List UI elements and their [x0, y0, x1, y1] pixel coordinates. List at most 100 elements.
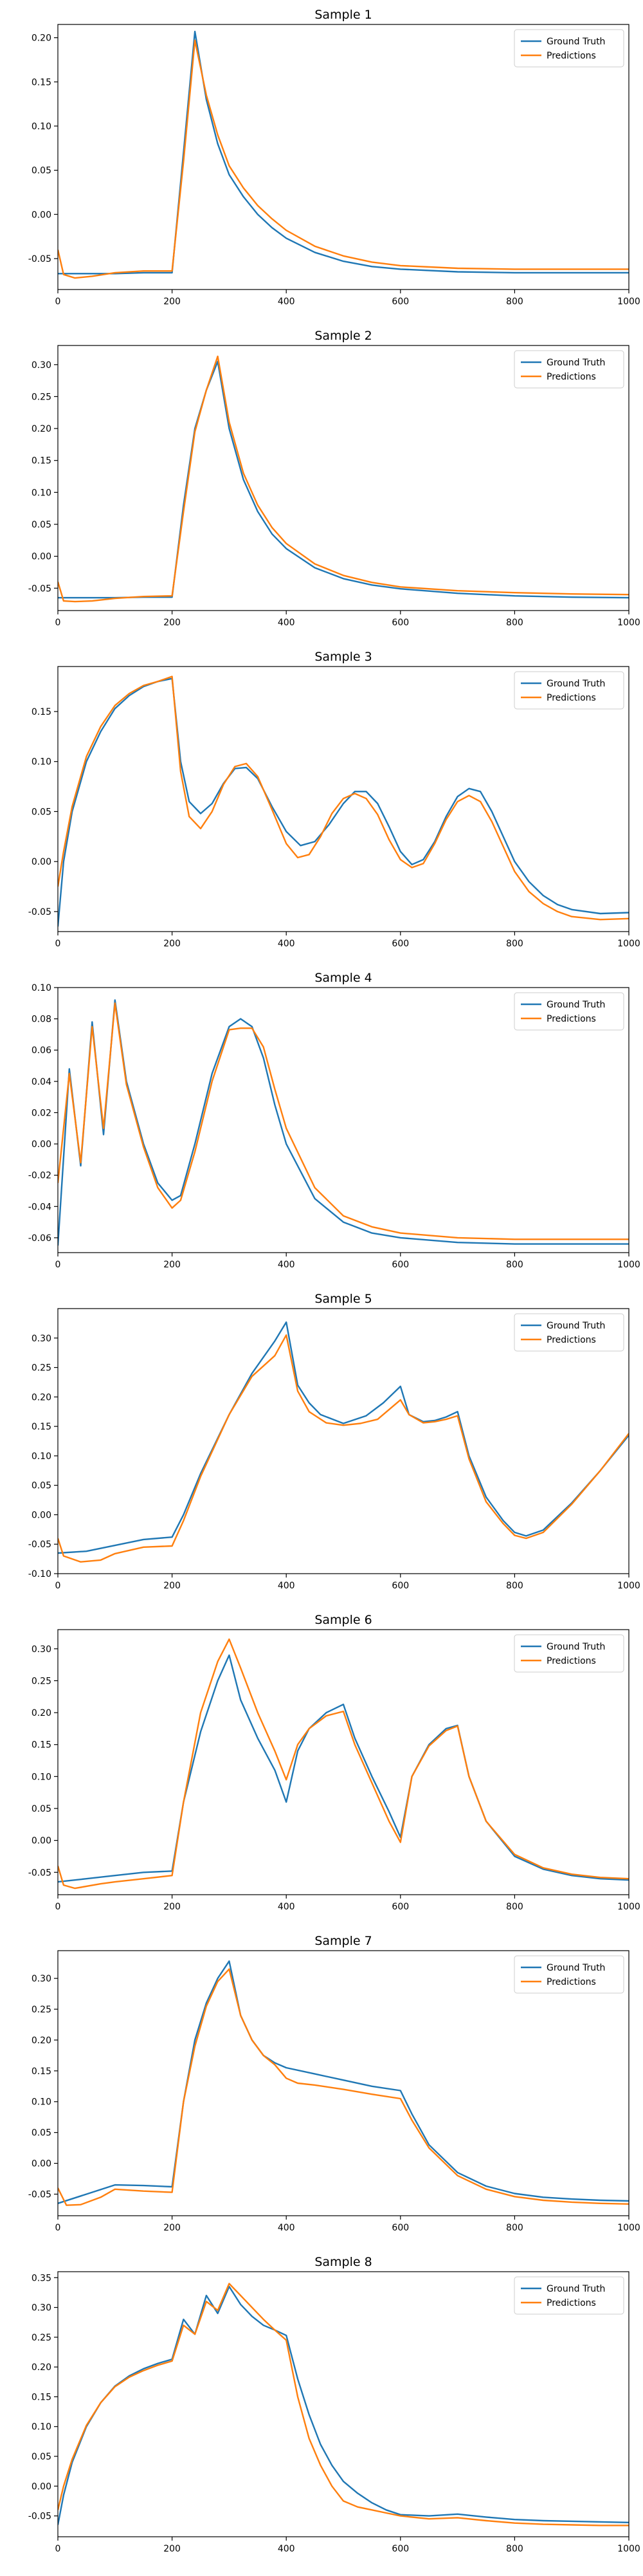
- legend: Ground Truth Predictions: [514, 350, 624, 389]
- x-tick-label: 800: [506, 1260, 523, 1270]
- legend-label-predictions: Predictions: [547, 1014, 596, 1024]
- x-tick-label: 400: [278, 1581, 295, 1591]
- x-tick-label: 0: [55, 1581, 61, 1591]
- y-tick-label: -0.05: [28, 254, 51, 264]
- axes-frame: [57, 987, 629, 1253]
- ground-truth-line: [58, 2285, 629, 2525]
- legend-label-ground-truth: Ground Truth: [547, 1963, 605, 1973]
- y-tick-label: -0.04: [28, 1202, 51, 1212]
- y-tick-label: 0.25: [32, 1676, 51, 1686]
- x-tick-label: 400: [278, 1902, 295, 1912]
- chart-title: Sample 1: [314, 8, 372, 22]
- x-tick-label: 400: [278, 297, 295, 307]
- x-tick-label: 0: [55, 1260, 61, 1270]
- chart-title: Sample 8: [314, 2255, 372, 2269]
- axes-frame: [57, 1950, 629, 2216]
- legend-label-predictions: Predictions: [547, 372, 596, 382]
- y-tick-label: 0.15: [32, 2392, 51, 2402]
- y-tick-label: -0.05: [28, 2512, 51, 2522]
- y-tick-label: 0.05: [32, 520, 51, 530]
- legend-label-ground-truth: Ground Truth: [547, 1000, 605, 1010]
- y-tick-label: 0.15: [32, 707, 51, 717]
- x-tick-label: 200: [163, 2544, 181, 2554]
- y-tick-label: 0.30: [32, 1644, 51, 1655]
- y-tick-label: -0.06: [28, 1233, 51, 1244]
- y-tick-label: 0.10: [32, 983, 51, 993]
- y-tick-label: 0.20: [32, 424, 51, 434]
- y-tick-label: 0.10: [32, 1772, 51, 1782]
- x-tick-label: 200: [163, 939, 181, 949]
- ground-truth-line: [58, 999, 629, 1246]
- y-tick-label: -0.10: [28, 1569, 51, 1579]
- y-tick-label: 0.05: [32, 2128, 51, 2139]
- ground-truth-line: [58, 1321, 629, 1554]
- y-tick-label: 0.00: [32, 1836, 51, 1846]
- legend-label-predictions: Predictions: [547, 2298, 596, 2308]
- chart-title: Sample 3: [314, 650, 372, 664]
- legend-box: [514, 671, 624, 710]
- y-tick-label: 0.25: [32, 2333, 51, 2343]
- x-tick-label: 1000: [617, 1260, 640, 1270]
- ground-truth-line: [58, 30, 629, 275]
- y-tick-label: 0.10: [32, 488, 51, 498]
- y-tick-label: 0.30: [32, 1974, 51, 1984]
- chart-panel-1: Sample 1 0 200 400 600 800 1000 -0.05 0.00 0.05 0.…: [28, 8, 640, 307]
- y-tick-label: 0.15: [32, 77, 51, 87]
- y-tick-label: 0.25: [32, 1363, 51, 1374]
- axes-frame: [57, 1629, 629, 1895]
- predictions-line: [58, 355, 629, 603]
- legend-label-predictions: Predictions: [547, 51, 596, 61]
- legend: Ground Truth Predictions: [514, 29, 624, 68]
- predictions-line: [58, 1638, 629, 1890]
- y-tick-label: 0.06: [32, 1045, 51, 1056]
- chart-title: Sample 2: [314, 329, 372, 343]
- legend-label-ground-truth: Ground Truth: [547, 1642, 605, 1652]
- legend: Ground Truth Predictions: [514, 671, 624, 710]
- y-tick-label: 0.10: [32, 757, 51, 768]
- y-tick-label: 0.10: [32, 122, 51, 132]
- chart-panel-6: Sample 6 0 200 400 600 800 1000 -0.05 0.00 0.05 0.…: [28, 1613, 640, 1912]
- legend-label-ground-truth: Ground Truth: [547, 358, 605, 368]
- x-tick-label: 200: [163, 1260, 181, 1270]
- x-tick-label: 400: [278, 1260, 295, 1270]
- chart-title: Sample 4: [314, 971, 372, 985]
- legend: Ground Truth Predictions: [514, 992, 624, 1031]
- legend-label-predictions: Predictions: [547, 693, 596, 703]
- y-tick-label: 0.00: [32, 2159, 51, 2169]
- legend-box: [514, 29, 624, 68]
- x-tick-label: 1000: [617, 939, 640, 949]
- predictions-line: [58, 676, 629, 921]
- legend-label-ground-truth: Ground Truth: [547, 1321, 605, 1331]
- x-tick-label: 1000: [617, 2223, 640, 2233]
- y-tick-label: -0.05: [28, 1540, 51, 1550]
- y-tick-label: 0.15: [32, 456, 51, 466]
- x-tick-label: 600: [392, 618, 409, 628]
- y-tick-label: 0.00: [32, 552, 51, 562]
- y-tick-label: -0.05: [28, 1868, 51, 1878]
- y-tick-label: 0.15: [32, 2066, 51, 2077]
- chart-title: Sample 7: [314, 1934, 372, 1948]
- legend: Ground Truth Predictions: [514, 1955, 624, 1994]
- x-tick-label: 0: [55, 297, 61, 307]
- x-tick-label: 600: [392, 939, 409, 949]
- y-tick-label: 0.25: [32, 392, 51, 402]
- x-tick-label: 200: [163, 1902, 181, 1912]
- ground-truth-line: [58, 1960, 629, 2204]
- chart-panel-4: Sample 4 0 200 400 600 800 1000 -0.06 -0.04 -0.02…: [28, 971, 640, 1270]
- y-tick-label: 0.15: [32, 1422, 51, 1432]
- x-tick-label: 1000: [617, 297, 640, 307]
- chart-panel-7: Sample 7 0 200 400 600 800 1000 -0.05 0.00 0.05 0.…: [28, 1934, 640, 2233]
- x-tick-label: 800: [506, 2223, 523, 2233]
- x-tick-label: 600: [392, 297, 409, 307]
- y-tick-label: 0.20: [32, 1708, 51, 1718]
- y-tick-label: -0.02: [28, 1171, 51, 1181]
- x-tick-label: 600: [392, 1581, 409, 1591]
- y-tick-label: 0.00: [32, 2481, 51, 2492]
- legend-box: [514, 2276, 624, 2315]
- x-tick-label: 0: [55, 618, 61, 628]
- axes-frame: [57, 666, 629, 932]
- y-tick-label: 0.25: [32, 2005, 51, 2015]
- y-tick-label: 0.04: [32, 1077, 51, 1087]
